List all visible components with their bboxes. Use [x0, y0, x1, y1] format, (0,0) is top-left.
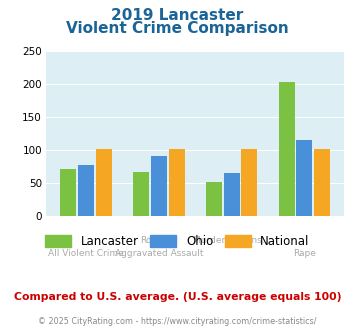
- Legend: Lancaster, Ohio, National: Lancaster, Ohio, National: [40, 231, 315, 253]
- Bar: [224, 173, 240, 216]
- Bar: [169, 149, 185, 216]
- Bar: [60, 169, 76, 216]
- Text: Aggravated Assault: Aggravated Assault: [115, 249, 203, 258]
- Bar: [206, 182, 222, 216]
- Bar: [241, 149, 257, 216]
- Bar: [296, 140, 312, 216]
- Text: 2019 Lancaster: 2019 Lancaster: [111, 8, 244, 23]
- Text: © 2025 CityRating.com - https://www.cityrating.com/crime-statistics/: © 2025 CityRating.com - https://www.city…: [38, 317, 317, 326]
- Bar: [78, 165, 94, 216]
- Text: Murder & Mans...: Murder & Mans...: [193, 236, 270, 245]
- Text: Compared to U.S. average. (U.S. average equals 100): Compared to U.S. average. (U.S. average …: [14, 292, 341, 302]
- Text: Robbery: Robbery: [140, 236, 178, 245]
- Bar: [133, 172, 149, 216]
- Text: Violent Crime Comparison: Violent Crime Comparison: [66, 21, 289, 36]
- Text: Rape: Rape: [293, 249, 316, 258]
- Text: All Violent Crime: All Violent Crime: [48, 249, 124, 258]
- Bar: [279, 82, 295, 216]
- Bar: [96, 149, 112, 216]
- Bar: [151, 156, 167, 216]
- Bar: [314, 149, 330, 216]
